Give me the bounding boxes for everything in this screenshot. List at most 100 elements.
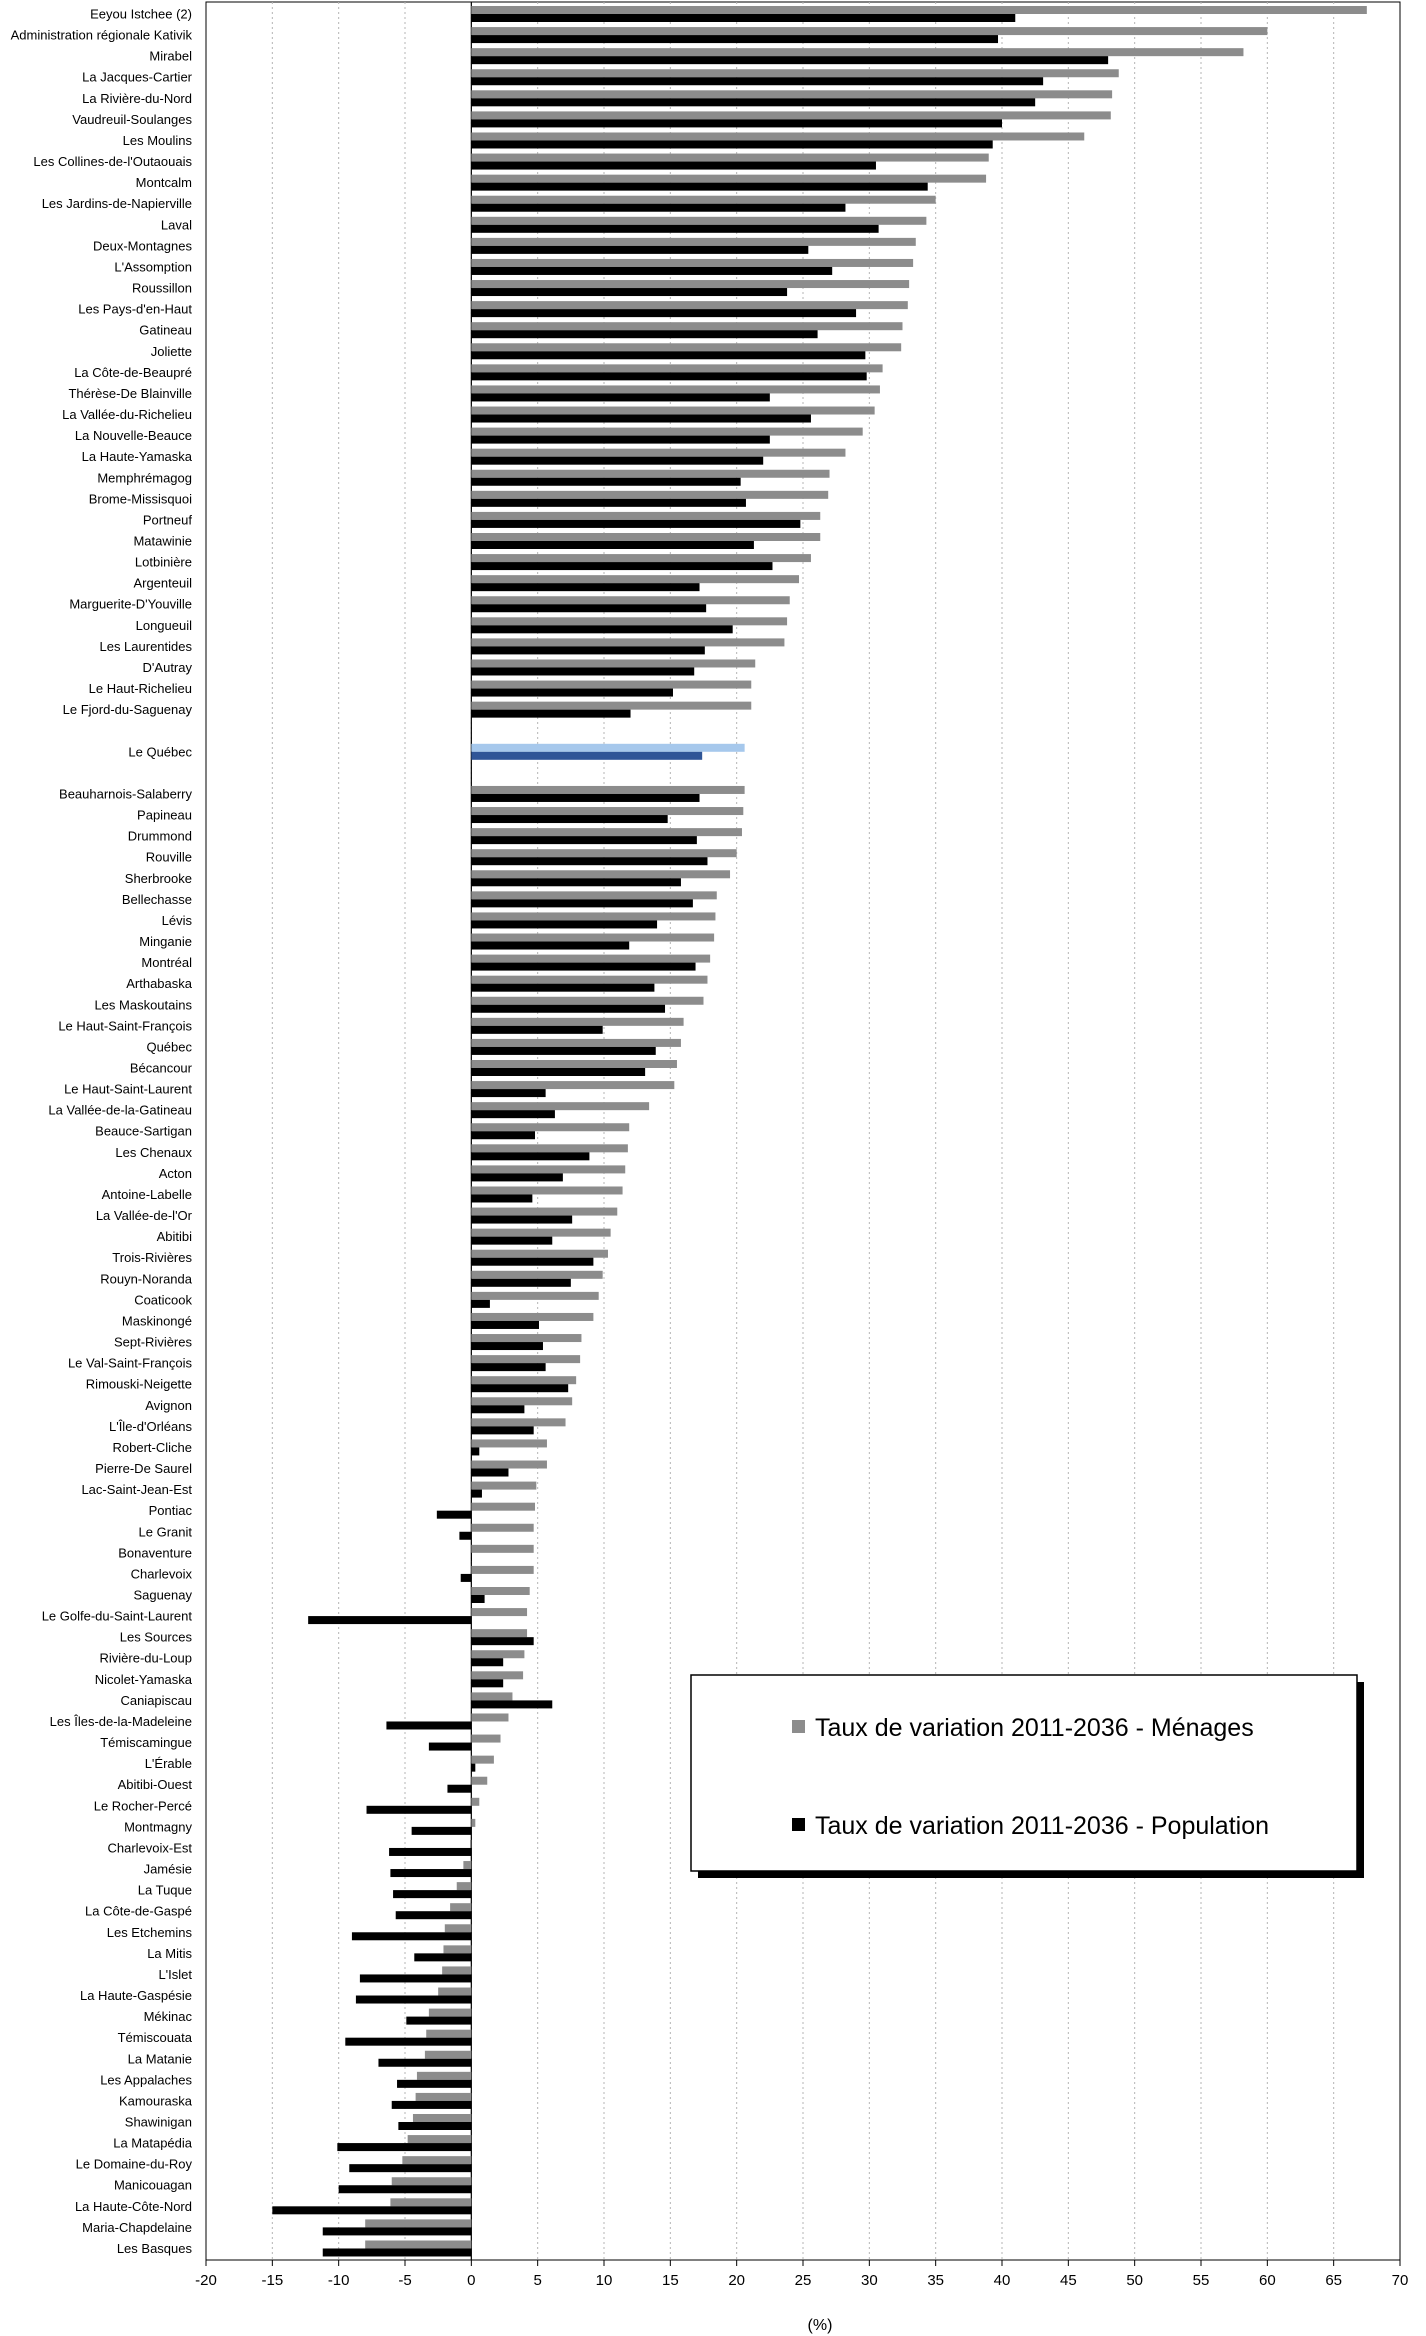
bar-menages — [471, 1798, 479, 1806]
category-label: Le Granit — [139, 1524, 193, 1539]
bar-population — [392, 2101, 472, 2109]
bar-menages — [471, 1439, 547, 1447]
category-label: La Haute-Yamaska — [82, 449, 193, 464]
bar-population — [471, 351, 865, 359]
bar-menages — [471, 449, 845, 457]
x-tick-label: 45 — [1060, 2272, 1077, 2289]
bar-menages — [471, 1081, 674, 1089]
bar-population — [471, 1363, 545, 1371]
category-label: Abitibi — [157, 1229, 193, 1244]
category-label: Nicolet-Yamaska — [95, 1672, 193, 1687]
category-label: L'Île-d'Orléans — [109, 1419, 193, 1434]
bar-menages — [471, 90, 1112, 98]
bar-menages — [471, 1735, 500, 1743]
category-label: Bonaventure — [118, 1545, 192, 1560]
bar-menages — [471, 343, 901, 351]
x-tick-label: -15 — [261, 2272, 283, 2289]
bar-population — [414, 1953, 471, 1961]
x-axis: -20 -15 -10 -5 0 5 10 15 20 25 30 35 40 45 50 55 60 65 70 — [195, 2260, 1408, 2289]
bar-menages — [471, 575, 799, 583]
bar-menages — [471, 955, 710, 963]
bars — [272, 6, 1367, 2256]
category-label: Portneuf — [143, 512, 193, 527]
bar-menages — [426, 2030, 471, 2038]
bar-population — [471, 1679, 503, 1687]
bar-population — [471, 1110, 555, 1118]
category-label: Lac-Saint-Jean-Est — [81, 1482, 192, 1497]
bar-menages — [471, 533, 820, 541]
category-label: Les Maskoutains — [94, 997, 192, 1012]
bar-population — [471, 899, 693, 907]
category-label: D'Autray — [143, 660, 193, 675]
bar-population — [412, 1827, 472, 1835]
legend-swatch-menages — [792, 1720, 805, 1733]
bar-population — [471, 1047, 655, 1055]
bar-population — [471, 1321, 539, 1329]
category-label: La Rivière-du-Nord — [82, 91, 192, 106]
bar-population — [471, 1216, 572, 1224]
category-label: La Haute-Gaspésie — [80, 1988, 192, 2003]
bar-menages — [471, 828, 742, 836]
legend: Taux de variation 2011-2036 - Ménages Ta… — [691, 1675, 1364, 1878]
bar-menages — [470, 1840, 471, 1848]
category-label: La Vallée-de-l'Or — [96, 1208, 193, 1223]
x-axis-title: (%) — [808, 2317, 833, 2334]
category-label: Coaticook — [134, 1292, 192, 1307]
category-label: Pontiac — [149, 1503, 193, 1518]
bar-menages — [471, 554, 811, 562]
x-tick-label: 25 — [795, 2272, 812, 2289]
bar-population — [471, 457, 763, 465]
category-label: Charlevoix — [131, 1566, 193, 1581]
bar-menages — [471, 154, 988, 162]
bar-menages — [471, 6, 1367, 14]
bar-menages — [471, 912, 715, 920]
bar-population — [471, 942, 629, 950]
x-tick-label: 5 — [533, 2272, 541, 2289]
bar-population — [396, 1911, 472, 1919]
bar-population — [471, 878, 681, 886]
category-label: Pierre-De Saurel — [95, 1461, 192, 1476]
bar-population — [471, 1637, 533, 1645]
bar-menages — [417, 2072, 471, 2080]
bar-population — [471, 667, 694, 675]
bar-population — [471, 119, 1002, 127]
category-label: Témiscouata — [118, 2030, 193, 2045]
bar-population — [345, 2038, 471, 2046]
bar-population — [352, 1932, 471, 1940]
bar-population — [471, 1131, 535, 1139]
category-label: Papineau — [137, 808, 192, 823]
bar-menages — [471, 1461, 547, 1469]
bar-population — [471, 857, 707, 865]
bar-menages — [471, 238, 915, 246]
category-label: Abitibi-Ouest — [118, 1777, 193, 1792]
bar-population — [308, 1616, 471, 1624]
category-label: Longueuil — [136, 618, 192, 633]
bar-population — [471, 35, 998, 43]
bar-population — [471, 183, 927, 191]
bar-menages — [471, 1756, 494, 1764]
bar-population — [323, 2248, 472, 2256]
category-label: Le Rocher-Percé — [94, 1798, 192, 1813]
bar-population — [471, 625, 732, 633]
category-label: Témiscamingue — [100, 1735, 192, 1750]
category-label: Les Collines-de-l'Outaouais — [33, 154, 192, 169]
bar-menages — [471, 1186, 622, 1194]
bar-menages — [471, 1165, 625, 1173]
bar-population — [339, 2185, 472, 2193]
x-tick-label: 15 — [662, 2272, 679, 2289]
legend-swatch-population — [792, 1818, 805, 1831]
bar-menages — [471, 1355, 580, 1363]
bar-population — [471, 794, 699, 802]
bar-population — [471, 267, 832, 275]
category-label: Les Îles-de-la-Madeleine — [50, 1714, 192, 1729]
category-label: Deux-Montagnes — [93, 238, 192, 253]
bar-menages — [471, 1292, 598, 1300]
category-label: Brome-Missisquoi — [89, 491, 192, 506]
category-label: Acton — [159, 1166, 192, 1181]
category-label: Les Chenaux — [115, 1145, 192, 1160]
bar-menages — [408, 2135, 472, 2143]
category-label: Charlevoix-Est — [107, 1840, 192, 1855]
bar-population — [471, 246, 808, 254]
bar-menages — [471, 1250, 608, 1258]
bar-population — [471, 393, 770, 401]
